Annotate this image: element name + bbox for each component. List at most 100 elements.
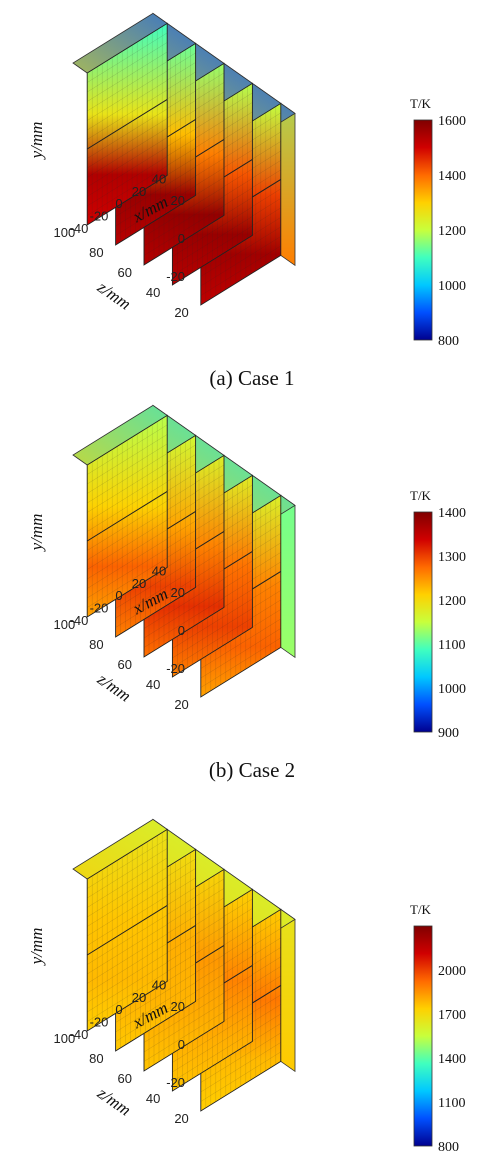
mesh-line: [143, 186, 225, 237]
mesh-line: [115, 568, 196, 619]
mesh-line: [200, 618, 281, 669]
mesh-line: [115, 185, 196, 236]
mesh-line: [115, 972, 196, 1023]
colorbar-tick-label: 1200: [438, 594, 466, 609]
z-axis-label: z/mm: [93, 669, 134, 706]
z-tick-label: 40: [146, 285, 160, 300]
z-tick-label: 80: [89, 245, 103, 260]
mesh-line: [87, 70, 168, 121]
colorbar-tick-label: 1400: [438, 1052, 466, 1067]
z-tick-label: 80: [89, 1051, 103, 1066]
mesh-line: [87, 424, 168, 475]
mesh-line: [200, 226, 281, 277]
z-axis-label: z/mm: [93, 277, 134, 314]
colorbar-tick-label: 900: [438, 726, 459, 741]
mesh-line: [115, 558, 196, 609]
chart-case-2: 200-2020406080100-40-2002040y/mmz/mmx/mm…: [27, 404, 466, 741]
x-tick-label: -20: [90, 209, 109, 224]
colorbar-tick-label: 1400: [438, 169, 466, 184]
colorbar-tick-label: 1000: [438, 279, 466, 294]
mesh-line: [143, 196, 225, 247]
colorbar-title: T/K: [410, 96, 432, 111]
z-tick-label: 100: [53, 617, 75, 632]
x-tick-label: 0: [115, 1002, 122, 1017]
mesh-line: [87, 481, 168, 532]
mesh-line: [172, 225, 253, 276]
x-tick-label: 20: [132, 576, 146, 591]
mesh-line: [200, 628, 281, 679]
x-tick-label: 20: [132, 990, 146, 1005]
mesh-line: [143, 205, 225, 256]
colorbar: [413, 511, 433, 733]
x-tick-label: -20: [90, 1015, 109, 1030]
mesh-line: [87, 156, 168, 207]
z-tick-label: 40: [146, 677, 160, 692]
mesh-line: [200, 637, 281, 688]
x-tick-label: 40: [152, 171, 166, 186]
z-tick-label: 100: [53, 225, 75, 240]
mesh-line: [87, 443, 168, 494]
colorbar-tick-label: 1100: [438, 638, 465, 653]
mesh-line: [172, 617, 253, 668]
y-tick-label: 20: [171, 193, 185, 208]
mesh-line: [87, 519, 168, 570]
colorbar-title: T/K: [410, 488, 432, 503]
y-tick-label: 0: [178, 623, 185, 638]
mesh-line: [172, 598, 253, 649]
colorbar-tick-label: 1100: [438, 1096, 465, 1111]
x-tick-label: 0: [115, 588, 122, 603]
mesh-line: [115, 577, 196, 628]
mesh-line: [87, 453, 168, 504]
mesh-line: [87, 434, 168, 485]
mesh-line: [87, 924, 168, 975]
mesh-line: [87, 857, 168, 908]
mesh-line: [87, 848, 168, 899]
x-tick-label: 40: [152, 977, 166, 992]
mesh-line: [87, 838, 168, 889]
y-axis-label: y/mm: [27, 514, 46, 553]
mesh-line: [200, 1042, 281, 1093]
colorbar: [413, 119, 433, 341]
x-tick-label: -20: [90, 601, 109, 616]
mesh-line: [200, 245, 281, 296]
panel-case-3: 20 0 -20 20 40 60 80 100 -40 -20 0 20 40 y/mm z/mm x/mm…: [0, 806, 504, 1176]
colorbar: [413, 925, 433, 1147]
z-tick-label: 60: [118, 1071, 132, 1086]
y-tick-label: -20: [166, 1075, 185, 1090]
chart-case-3: 200-2020406080100-40-2002040y/mmz/mmx/mm…: [27, 818, 466, 1155]
mesh-line: [87, 146, 168, 197]
y-tick-label: 0: [178, 231, 185, 246]
caption-case-2: (b) Case 2: [208, 758, 296, 782]
mesh-line: [87, 971, 168, 1022]
mesh-line: [87, 933, 168, 984]
colorbar-tick-label: 1600: [438, 114, 466, 129]
mesh-line: [87, 108, 168, 159]
mesh-line: [200, 236, 281, 287]
mesh-line: [143, 1011, 225, 1062]
panel-case-2: 20 0 -20 20 40 60 80 100 -40 -20 0 20 40 y/mm z/mm x/mm…: [0, 392, 504, 747]
mesh-line: [87, 962, 168, 1013]
mesh-line: [143, 578, 225, 629]
z-tick-label: 20: [174, 1111, 188, 1126]
colorbar-title: T/K: [410, 902, 432, 917]
y-tick-label: 0: [178, 1037, 185, 1052]
x-tick-label: 20: [132, 184, 146, 199]
mesh-line: [172, 1022, 253, 1073]
z-tick-label: 100: [53, 1031, 75, 1046]
z-tick-label: 80: [89, 637, 103, 652]
mesh-line: [87, 895, 168, 946]
mesh-line: [143, 1002, 225, 1053]
z-tick-label: 60: [118, 657, 132, 672]
chart-case-1: 200-2020406080100-40-2002040y/mmz/mmx/mm…: [27, 12, 466, 349]
mesh-line: [87, 42, 168, 93]
mesh-line: [87, 952, 168, 1003]
y-axis-label: y/mm: [27, 122, 46, 161]
mesh-line: [87, 137, 168, 188]
mesh-line: [172, 1012, 253, 1063]
colorbar-tick-label: 800: [438, 1140, 459, 1155]
mesh-line: [87, 510, 168, 561]
x-tick-label: 0: [115, 196, 122, 211]
mesh-line: [87, 529, 168, 580]
z-tick-label: 40: [146, 1091, 160, 1106]
colorbar-tick-label: 2000: [438, 964, 466, 979]
